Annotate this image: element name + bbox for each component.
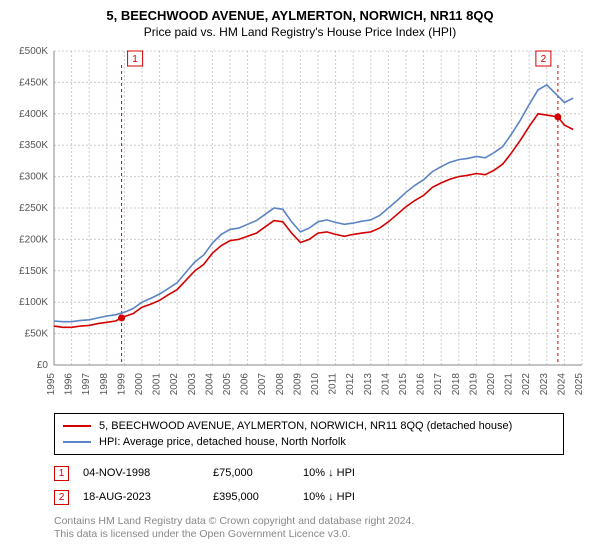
footer-attribution: Contains HM Land Registry data © Crown c… xyxy=(54,515,590,541)
chart-plot-area: £0 £50K £100K £150K £200K £250K £300K £350K £400… xyxy=(10,45,590,405)
marker-price-1: £75,000 xyxy=(213,467,303,479)
svg-text:2007: 2007 xyxy=(257,373,268,396)
svg-text:£150K: £150K xyxy=(19,266,48,277)
chart-container: 5, BEECHWOOD AVENUE, AYLMERTON, NORWICH,… xyxy=(0,0,600,547)
marker-date-1: 04-NOV-1998 xyxy=(83,467,213,479)
svg-text:2000: 2000 xyxy=(134,373,145,396)
legend-row-series1: 5, BEECHWOOD AVENUE, AYLMERTON, NORWICH,… xyxy=(63,418,555,434)
svg-text:1999: 1999 xyxy=(116,373,127,396)
marker-date-2: 18-AUG-2023 xyxy=(83,491,213,503)
legend: 5, BEECHWOOD AVENUE, AYLMERTON, NORWICH,… xyxy=(54,413,564,455)
svg-text:2023: 2023 xyxy=(539,373,550,396)
svg-text:£200K: £200K xyxy=(19,234,48,245)
marker-pct-1: 10% ↓ HPI xyxy=(303,467,383,479)
svg-text:2005: 2005 xyxy=(222,373,233,396)
svg-text:2018: 2018 xyxy=(451,373,462,396)
marker-badge-2: 2 xyxy=(54,490,69,505)
chart-title: 5, BEECHWOOD AVENUE, AYLMERTON, NORWICH,… xyxy=(10,8,590,23)
svg-text:1995: 1995 xyxy=(46,373,57,396)
chart-subtitle: Price paid vs. HM Land Registry's House … xyxy=(10,25,590,39)
legend-row-series2: HPI: Average price, detached house, Nort… xyxy=(63,434,555,450)
svg-text:2002: 2002 xyxy=(169,373,180,396)
svg-text:2011: 2011 xyxy=(328,373,339,395)
svg-text:2015: 2015 xyxy=(398,373,409,396)
svg-text:1998: 1998 xyxy=(99,373,110,396)
svg-text:2004: 2004 xyxy=(204,373,215,396)
legend-label-series2: HPI: Average price, detached house, Nort… xyxy=(99,436,346,448)
svg-text:2019: 2019 xyxy=(468,373,479,396)
svg-text:2025: 2025 xyxy=(574,373,585,396)
svg-text:£100K: £100K xyxy=(19,297,48,308)
svg-text:2008: 2008 xyxy=(275,373,286,396)
svg-text:2022: 2022 xyxy=(521,373,532,396)
svg-text:£350K: £350K xyxy=(19,140,48,151)
marker-pct-2: 10% ↓ HPI xyxy=(303,491,383,503)
svg-text:2001: 2001 xyxy=(152,373,163,396)
svg-text:2006: 2006 xyxy=(240,373,251,396)
svg-text:£400K: £400K xyxy=(19,109,48,120)
svg-text:£300K: £300K xyxy=(19,172,48,183)
marker-badge-1: 1 xyxy=(54,466,69,481)
svg-text:2003: 2003 xyxy=(187,373,198,396)
svg-text:2017: 2017 xyxy=(433,373,444,396)
svg-text:2016: 2016 xyxy=(416,373,427,396)
svg-text:£450K: £450K xyxy=(19,77,48,88)
svg-text:£250K: £250K xyxy=(19,203,48,214)
legend-swatch-series2 xyxy=(63,441,91,443)
footer-line-2: This data is licensed under the Open Gov… xyxy=(54,528,590,541)
marker-price-2: £395,000 xyxy=(213,491,303,503)
svg-text:2009: 2009 xyxy=(292,373,303,396)
svg-text:2: 2 xyxy=(541,54,547,65)
marker-row-1: 1 04-NOV-1998 £75,000 10% ↓ HPI xyxy=(54,461,590,485)
svg-text:£50K: £50K xyxy=(25,329,49,340)
svg-text:2020: 2020 xyxy=(486,373,497,396)
svg-text:£0: £0 xyxy=(37,360,49,371)
svg-text:1: 1 xyxy=(132,54,138,65)
svg-text:2024: 2024 xyxy=(556,373,567,396)
marker-row-2: 2 18-AUG-2023 £395,000 10% ↓ HPI xyxy=(54,485,590,509)
svg-text:1997: 1997 xyxy=(81,373,92,396)
svg-text:2014: 2014 xyxy=(380,373,391,396)
legend-label-series1: 5, BEECHWOOD AVENUE, AYLMERTON, NORWICH,… xyxy=(99,420,512,432)
svg-text:2012: 2012 xyxy=(345,373,356,396)
footer-line-1: Contains HM Land Registry data © Crown c… xyxy=(54,515,590,528)
svg-text:£500K: £500K xyxy=(19,46,48,57)
svg-text:2013: 2013 xyxy=(363,373,374,396)
svg-text:1996: 1996 xyxy=(64,373,75,396)
line-chart-svg: £0 £50K £100K £150K £200K £250K £300K £350K £400… xyxy=(10,45,590,405)
svg-text:2021: 2021 xyxy=(504,373,515,396)
svg-text:2010: 2010 xyxy=(310,373,321,396)
legend-swatch-series1 xyxy=(63,425,91,427)
marker-table: 1 04-NOV-1998 £75,000 10% ↓ HPI 2 18-AUG… xyxy=(54,461,590,509)
